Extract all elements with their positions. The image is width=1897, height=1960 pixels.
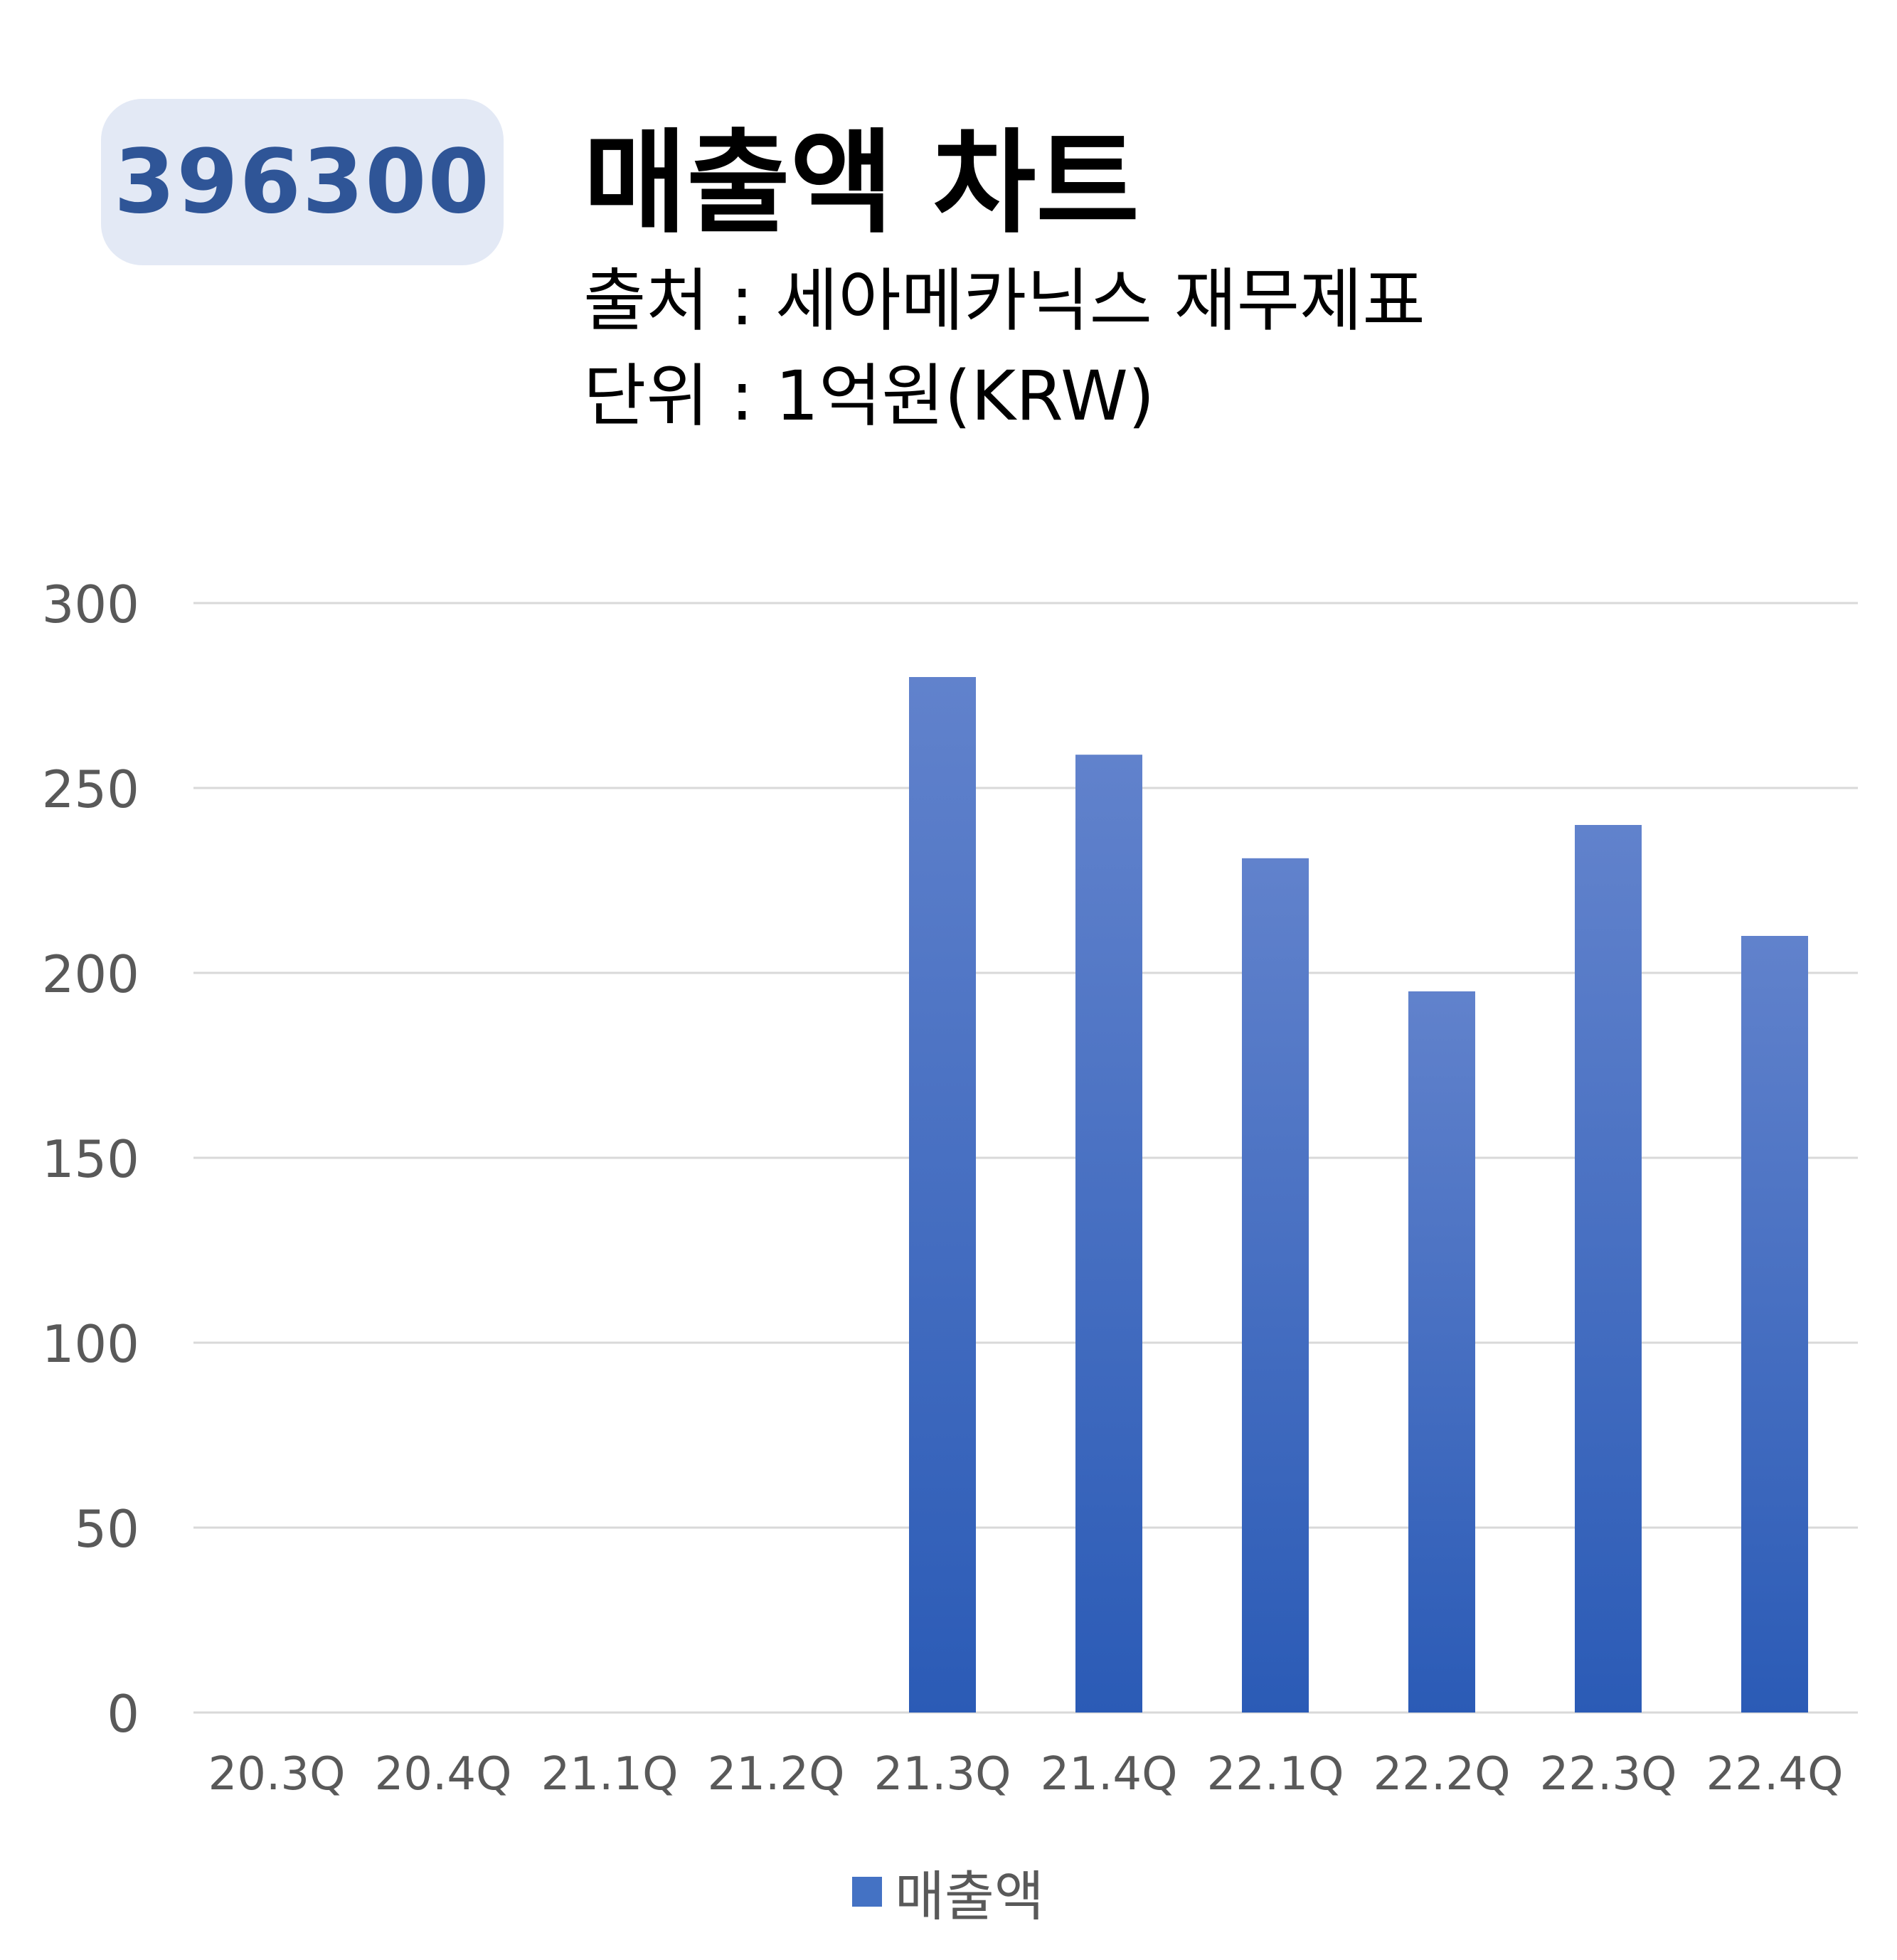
bar-22.3Q xyxy=(1575,825,1642,1713)
x-tick-label: 22.1Q xyxy=(1207,1748,1344,1801)
source-text: 출처 : 세아메카닉스 재무제표 xyxy=(583,261,1425,341)
y-axis-ticks: 0 50 100 150 200 250 300 xyxy=(42,575,139,1744)
y-tick-label: 100 xyxy=(42,1314,139,1374)
grid-lines xyxy=(193,602,1858,1714)
x-tick-label: 21.3Q xyxy=(874,1748,1011,1801)
bars xyxy=(909,677,1808,1713)
x-tick-label: 22.4Q xyxy=(1706,1748,1844,1801)
y-tick-label: 250 xyxy=(42,760,139,819)
x-axis-ticks: 20.3Q 20.4Q 21.1Q 21.2Q 21.3Q 21.4Q 22.1Q 22.2Q… xyxy=(208,1748,1844,1801)
legend-swatch xyxy=(852,1877,882,1907)
bar-22.4Q xyxy=(1741,936,1808,1713)
y-tick-label: 0 xyxy=(107,1684,139,1744)
unit-text: 단위 : 1억원(KRW) xyxy=(583,356,1155,436)
bar-21.3Q xyxy=(909,677,976,1713)
legend-label: 매출액 xyxy=(895,1865,1044,1928)
x-tick-label: 20.4Q xyxy=(375,1748,512,1801)
bar-22.1Q xyxy=(1242,858,1309,1713)
legend: 매출액 xyxy=(852,1853,1044,1931)
stock-code-badge: 396300 xyxy=(101,99,504,265)
x-tick-label: 21.1Q xyxy=(541,1748,679,1801)
y-tick-label: 150 xyxy=(42,1129,139,1189)
bar-21.4Q xyxy=(1075,755,1142,1713)
x-tick-label: 20.3Q xyxy=(208,1748,346,1801)
x-tick-label: 22.3Q xyxy=(1540,1748,1677,1801)
y-tick-label: 200 xyxy=(42,944,139,1004)
y-tick-label: 300 xyxy=(42,575,139,634)
chart-title: 매출액 차트 xyxy=(583,118,1139,249)
x-tick-label: 21.4Q xyxy=(1041,1748,1178,1801)
x-tick-label: 22.2Q xyxy=(1373,1748,1511,1801)
bar-22.2Q xyxy=(1408,991,1475,1713)
x-tick-label: 21.2Q xyxy=(708,1748,845,1801)
y-tick-label: 50 xyxy=(74,1499,139,1559)
